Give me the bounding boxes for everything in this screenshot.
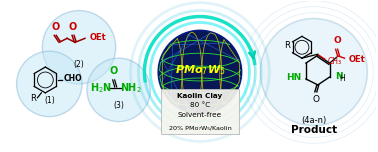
Text: HN: HN bbox=[286, 73, 301, 83]
Text: O: O bbox=[51, 22, 59, 32]
Text: OEt: OEt bbox=[349, 55, 365, 64]
Text: Kaolin Clay: Kaolin Clay bbox=[177, 93, 223, 99]
Text: H: H bbox=[339, 74, 345, 83]
Text: OEt: OEt bbox=[90, 33, 107, 42]
Text: O: O bbox=[110, 66, 118, 76]
FancyBboxPatch shape bbox=[161, 89, 239, 135]
Text: H$_2$N: H$_2$N bbox=[90, 81, 112, 95]
Circle shape bbox=[42, 11, 116, 84]
Circle shape bbox=[260, 19, 367, 126]
Text: (2): (2) bbox=[74, 60, 84, 69]
Text: (3): (3) bbox=[113, 101, 124, 110]
Text: 20% PMo₇W₅/Kaolin: 20% PMo₇W₅/Kaolin bbox=[169, 125, 231, 130]
Circle shape bbox=[17, 51, 82, 117]
Text: PMo$_7$W$_5$: PMo$_7$W$_5$ bbox=[175, 63, 226, 77]
Text: R: R bbox=[31, 94, 36, 103]
Text: Solvent-free: Solvent-free bbox=[178, 112, 222, 118]
Text: CH₃: CH₃ bbox=[328, 57, 342, 66]
Text: Product: Product bbox=[291, 124, 337, 135]
Text: NH$_2$: NH$_2$ bbox=[120, 81, 141, 95]
Text: R: R bbox=[284, 41, 290, 50]
Text: O: O bbox=[312, 95, 319, 104]
Text: N: N bbox=[335, 71, 342, 81]
Text: (1): (1) bbox=[44, 96, 55, 105]
Text: O: O bbox=[334, 36, 341, 45]
Text: (4a-n): (4a-n) bbox=[301, 116, 327, 125]
Text: CHO: CHO bbox=[63, 74, 82, 83]
Text: 80 °C: 80 °C bbox=[190, 102, 210, 108]
Circle shape bbox=[87, 58, 150, 122]
Circle shape bbox=[158, 30, 242, 114]
Text: O: O bbox=[69, 22, 77, 32]
